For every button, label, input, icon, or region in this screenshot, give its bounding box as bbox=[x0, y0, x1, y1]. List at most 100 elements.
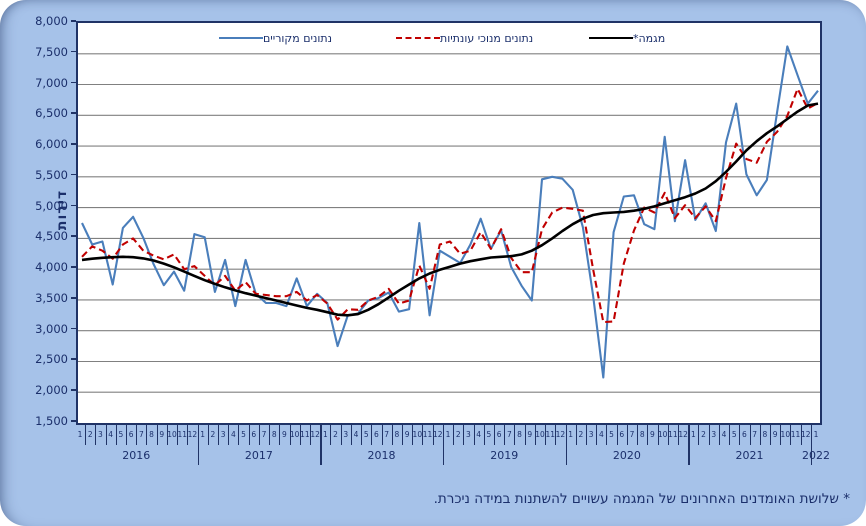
y-tick-label: 7,500 bbox=[35, 44, 68, 59]
x-year-separator bbox=[197, 425, 199, 465]
x-month-label: 8 bbox=[762, 430, 768, 439]
y-tick-mark bbox=[71, 50, 76, 53]
x-month-separator bbox=[115, 425, 117, 445]
y-tick-label: 1,500 bbox=[35, 414, 68, 428]
plot-area: נתונים מקוריים נתונים מנוכי עונתיות מגמה… bbox=[76, 21, 822, 425]
legend-line-trend-black bbox=[589, 37, 633, 39]
x-month-separator bbox=[637, 425, 639, 445]
x-month-separator bbox=[473, 425, 475, 445]
x-month-separator bbox=[156, 425, 158, 445]
x-month-label: 10 bbox=[780, 430, 791, 439]
y-tick-mark bbox=[71, 173, 76, 176]
x-month-label: 11 bbox=[177, 430, 187, 439]
x-month-separator bbox=[514, 425, 516, 445]
x-month-label: 5 bbox=[731, 430, 737, 439]
x-month-separator bbox=[657, 425, 659, 445]
x-month-label: 6 bbox=[374, 430, 379, 439]
x-month-label: 7 bbox=[138, 430, 144, 439]
x-month-label: 9 bbox=[650, 430, 655, 439]
x-month-separator bbox=[586, 425, 587, 445]
x-month-separator bbox=[85, 425, 87, 445]
x-month-label: 12 bbox=[187, 430, 198, 439]
x-month-label: 8 bbox=[271, 430, 277, 439]
x-month-separator bbox=[698, 425, 700, 445]
x-month-separator bbox=[555, 425, 557, 445]
legend-label-seasonal: נתונים מנוכי עונתיות bbox=[440, 31, 534, 45]
x-month-separator bbox=[483, 425, 485, 445]
x-month-separator bbox=[729, 425, 731, 445]
y-tick-mark bbox=[71, 20, 76, 22]
x-month-separator bbox=[269, 425, 271, 445]
x-month-separator bbox=[790, 425, 792, 445]
x-month-label: 7 bbox=[752, 430, 758, 439]
x-month-separator bbox=[412, 425, 414, 445]
y-tick-label: 6,500 bbox=[35, 106, 68, 121]
x-month-separator bbox=[616, 425, 618, 445]
y-tick-label: 5,500 bbox=[35, 167, 68, 182]
y-tick-mark bbox=[71, 296, 76, 299]
x-month-separator bbox=[228, 425, 230, 445]
x-month-label: 3 bbox=[220, 430, 226, 439]
x-month-separator bbox=[391, 425, 393, 445]
x-month-label: 5 bbox=[609, 430, 614, 439]
x-month-separator bbox=[708, 425, 710, 445]
x-year-label: 2018 bbox=[367, 449, 396, 462]
x-month-separator bbox=[402, 425, 403, 445]
x-month-label: 2 bbox=[455, 430, 461, 439]
x-month-separator bbox=[310, 425, 311, 445]
x-month-separator bbox=[371, 425, 373, 445]
legend-item-trend: מגמה* bbox=[583, 31, 671, 45]
series-line-2 bbox=[81, 102, 819, 317]
legend-item-seasonal: נתונים מנוכי עונתיות bbox=[390, 31, 539, 45]
x-month-separator bbox=[575, 425, 577, 445]
y-tick-mark bbox=[71, 389, 76, 391]
x-month-label: 1 bbox=[813, 430, 819, 439]
y-tick-mark bbox=[71, 204, 76, 207]
x-month-label: 9 bbox=[772, 430, 778, 439]
x-month-separator bbox=[534, 425, 536, 445]
x-year-separator bbox=[810, 425, 813, 465]
x-month-label: 3 bbox=[466, 430, 471, 439]
x-month-label: 9 bbox=[527, 430, 533, 439]
x-month-label: 4 bbox=[476, 430, 482, 439]
x-month-separator bbox=[146, 425, 148, 445]
chart-lines-svg bbox=[78, 45, 820, 393]
y-tick-mark bbox=[71, 358, 76, 361]
x-month-label: 12 bbox=[310, 430, 320, 439]
x-month-label: 11 bbox=[300, 430, 310, 439]
x-month-separator bbox=[279, 425, 281, 445]
x-month-separator bbox=[749, 425, 751, 445]
x-year-label: 2017 bbox=[244, 449, 273, 462]
x-month-label: 5 bbox=[118, 430, 124, 439]
x-month-label: 5 bbox=[363, 430, 369, 439]
legend-item-original: נתונים מקוריים bbox=[213, 31, 338, 45]
y-tick-label: 6,000 bbox=[35, 137, 68, 152]
x-month-label: 4 bbox=[353, 430, 359, 439]
legend-label-trend: מגמה* bbox=[633, 31, 666, 45]
series-line-0 bbox=[81, 45, 819, 379]
x-month-separator bbox=[258, 425, 260, 445]
x-month-separator bbox=[780, 425, 782, 445]
x-month-label: 9 bbox=[282, 430, 287, 439]
x-month-label: 5 bbox=[241, 430, 246, 439]
x-month-separator bbox=[524, 425, 526, 445]
x-month-label: 10 bbox=[657, 430, 668, 439]
x-month-label: 2 bbox=[333, 430, 338, 439]
x-month-label: 6 bbox=[496, 430, 502, 439]
x-year-separator bbox=[565, 425, 567, 465]
trend-footnote: * שלושת האומדנים האחרונים של המגמה עשויי… bbox=[433, 491, 850, 507]
x-month-separator bbox=[207, 425, 209, 445]
x-month-label: 12 bbox=[678, 430, 688, 439]
y-tick-label: 4,500 bbox=[35, 229, 68, 244]
x-month-label: 10 bbox=[167, 430, 177, 439]
x-month-label: 8 bbox=[517, 430, 522, 439]
x-month-label: 1 bbox=[690, 430, 696, 439]
x-month-label: 3 bbox=[343, 430, 349, 439]
x-month-separator bbox=[136, 425, 138, 445]
x-month-label: 9 bbox=[159, 430, 165, 439]
x-month-label: 1 bbox=[77, 430, 83, 439]
x-month-label: 3 bbox=[711, 430, 717, 439]
x-month-separator bbox=[340, 425, 342, 445]
x-month-label: 3 bbox=[98, 430, 103, 439]
x-month-label: 7 bbox=[384, 430, 390, 439]
